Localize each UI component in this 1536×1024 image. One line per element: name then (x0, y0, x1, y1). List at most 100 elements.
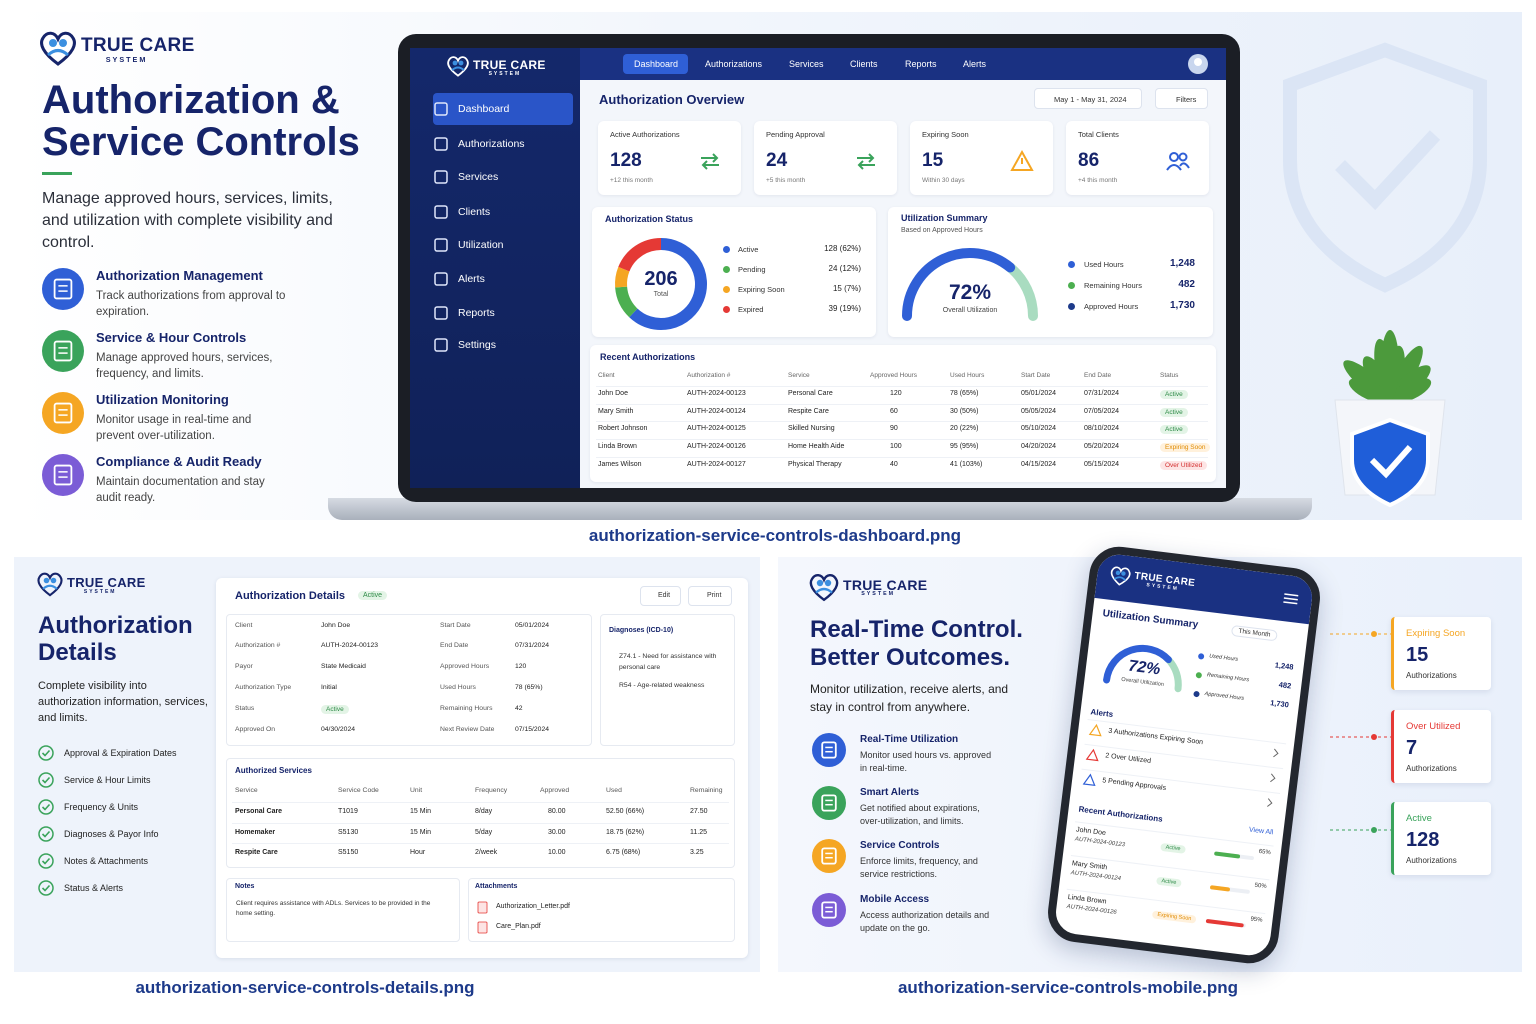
table-cell: 18.75 (62%) (606, 828, 645, 836)
table-cell: 05/01/2024 (1021, 390, 1057, 397)
icon-glyph (53, 464, 73, 486)
legend-value: 1,248 (1274, 660, 1295, 672)
chevron (1273, 748, 1279, 758)
title: Mobile Access (860, 894, 930, 905)
field-value: Active (321, 705, 349, 714)
name: TRUE CARE (843, 576, 928, 593)
column-header: Approved (540, 787, 570, 794)
table-cell: Skilled Nursing (788, 425, 835, 433)
field-value: AUTH-2024-00123 (321, 642, 379, 649)
laptop-base (328, 498, 1312, 520)
connector-dot (1371, 734, 1377, 740)
edit: Edit (658, 592, 671, 599)
gauge-value: 72% (948, 281, 992, 304)
table-cell: John Doe (598, 390, 628, 397)
top-nav-item: Alerts (963, 59, 987, 69)
icon-glyph (434, 306, 448, 320)
diagnoses-title: Diagnoses (ICD-10) (609, 627, 674, 634)
feature-icon (42, 268, 84, 310)
field-label: Remaining Hours (440, 705, 493, 712)
alert-item: 2 Over Utilized (1104, 752, 1152, 765)
chevron (1270, 773, 1276, 783)
check-icon (38, 853, 54, 869)
side-nav-icon (434, 170, 448, 184)
checklist-item: Service & Hour Limits (64, 775, 151, 785)
notes-box (226, 878, 460, 942)
side-nav-item: Settings (458, 339, 496, 351)
top-nav-item: Clients (850, 59, 878, 69)
accent-line (42, 172, 72, 175)
logo-figure (50, 577, 57, 584)
row-divider (596, 386, 1208, 387)
table-cell: 41 (103%) (950, 460, 983, 468)
icon-glyph (434, 238, 448, 252)
logo-figure (1115, 570, 1121, 576)
auth-id: AUTH-2024-00126 (1066, 903, 1117, 916)
logo-heart (40, 31, 76, 66)
title: Utilization Monitoring (96, 392, 229, 407)
title: Utilization Summary (1101, 608, 1199, 631)
note: +5 this month (766, 177, 806, 184)
pdf-icon (477, 901, 488, 914)
logo-figure (451, 66, 465, 71)
decoration (1283, 42, 1487, 508)
table-cell: 05/15/2024 (1084, 460, 1120, 468)
recent-card (590, 345, 1216, 482)
title-line2: Service Controls (42, 120, 360, 164)
logo-heart (1110, 566, 1131, 586)
progress-bar (1205, 918, 1244, 928)
shield (1350, 417, 1430, 508)
alert-icon (1082, 773, 1096, 787)
details-card (216, 578, 748, 958)
text: Monitor usage in real-time and prevent o… (96, 414, 252, 442)
label: Total Clients (1078, 130, 1119, 139)
filters: Filters (1176, 95, 1197, 104)
text: Monitor used hours vs. approved in real-… (860, 750, 992, 773)
title: Compliance & Audit Ready (96, 454, 262, 469)
checklist-item: Frequency & Units (64, 802, 139, 812)
logo-figure (816, 579, 824, 587)
table-cell: 07/05/2024 (1084, 407, 1120, 415)
kpi-icon (1010, 149, 1034, 171)
icon-glyph (857, 153, 875, 170)
shield-check (1335, 130, 1441, 211)
tagline: SYSTEM (861, 591, 896, 598)
logo-figure (49, 39, 57, 47)
tagline: SYSTEM (105, 55, 148, 65)
card-note: Authorizations (1406, 764, 1457, 773)
connector-dot (1371, 631, 1377, 637)
legend-dot (723, 266, 730, 273)
nav-active (623, 54, 688, 74)
table-cell: 04/15/2024 (1021, 460, 1057, 468)
menu-icon (1283, 593, 1299, 605)
icon-glyph (701, 153, 719, 170)
side-nav-item: Utilization (458, 239, 504, 251)
side-nav-item: Authorizations (458, 138, 525, 150)
icon-glyph (1085, 748, 1099, 762)
field-value: 05/01/2024 (515, 622, 550, 629)
side-nav-icon (434, 338, 448, 352)
client-name: John Doe (1075, 826, 1107, 838)
avatar (1188, 54, 1208, 74)
column-header: Unit (410, 787, 423, 794)
icon-circle (812, 839, 846, 873)
notes: Client requires assistance with ADLs. Se… (236, 900, 431, 917)
icon-circle (812, 893, 846, 927)
subtitle: Monitor utilization, receive alerts, and… (810, 682, 1009, 714)
donut-segment (629, 238, 707, 330)
date-range: May 1 - May 31, 2024 (1054, 95, 1127, 104)
legend-label: Active (738, 245, 759, 254)
value: 128 (610, 150, 642, 171)
chevron-line (1270, 773, 1276, 783)
donut-chart (615, 238, 707, 330)
feature-icon (42, 330, 84, 372)
table-cell: 07/31/2024 (1084, 390, 1120, 397)
field-value: 42 (515, 705, 523, 712)
table-cell: 20 (22%) (950, 425, 979, 433)
heading: Authorization Overview (599, 92, 745, 107)
table-cell: 30 (50%) (950, 407, 979, 415)
services-title: Authorized Services (235, 766, 312, 775)
table-cell: T1019 (338, 808, 358, 815)
filter-button (1155, 88, 1208, 109)
table-cell: 40 (890, 460, 898, 468)
